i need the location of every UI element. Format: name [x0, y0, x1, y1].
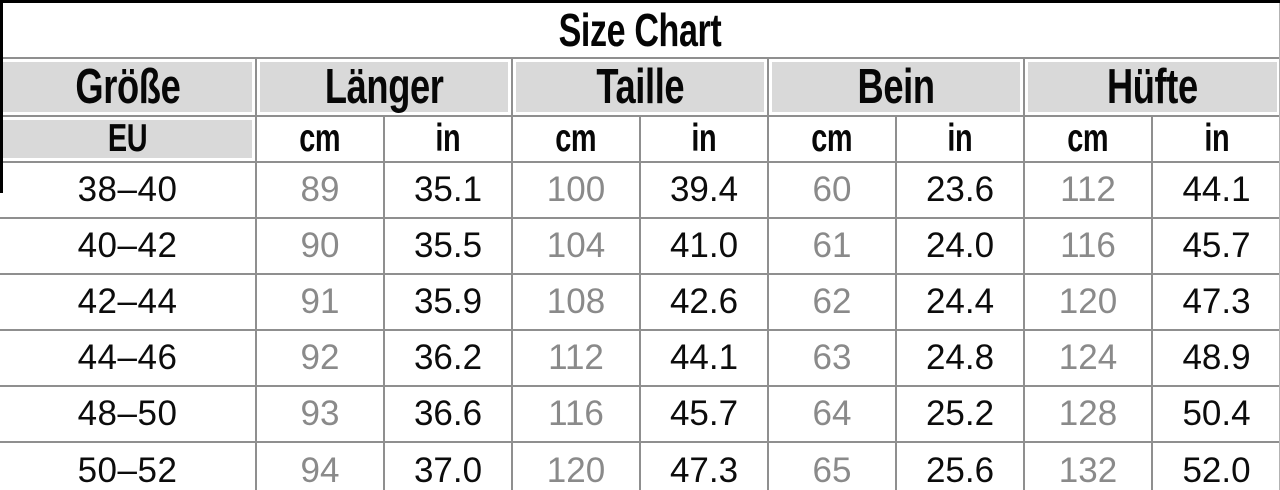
value-cell: 65: [767, 441, 897, 490]
title-cell: Size Chart: [0, 3, 1280, 59]
unit-header-cell: in: [1150, 115, 1280, 163]
size-range-cell: 44–46: [0, 329, 257, 387]
value-cell: 63: [767, 329, 897, 387]
size-chart-table: Size Chart Größe Länger Taille Bein Hüfte EU…: [0, 3, 1280, 490]
group-header-label: Länger: [324, 60, 444, 114]
group-header-cell: Länger: [255, 57, 513, 117]
table-row: 48–50 93 36.6 116 45.7 64 25.2 128 50.4: [0, 385, 1280, 443]
unit-header-row: EU cm in cm in cm in cm in: [0, 115, 1280, 163]
group-header-cell: Größe: [0, 57, 257, 117]
unit-header-label: cm: [555, 117, 597, 160]
value-cell: 94: [255, 441, 385, 490]
unit-header-cell: cm: [767, 115, 897, 163]
group-header-label: Taille: [596, 60, 684, 114]
value-cell: 64: [767, 385, 897, 443]
value-cell: 93: [255, 385, 385, 443]
unit-header-label: cm: [299, 117, 341, 160]
unit-header-label: EU: [107, 117, 148, 160]
unit-header-label: in: [435, 117, 461, 160]
size-range-cell: 42–44: [0, 273, 257, 331]
value-cell: 116: [511, 385, 641, 443]
value-cell: 24.4: [895, 273, 1025, 331]
unit-header-label: in: [947, 117, 973, 160]
value-cell: 23.6: [895, 161, 1025, 219]
value-cell: 42.6: [639, 273, 769, 331]
unit-header-label: cm: [811, 117, 853, 160]
value-cell: 112: [1023, 161, 1153, 219]
unit-header-cell: EU: [0, 115, 257, 163]
unit-header-cell: in: [895, 115, 1025, 163]
value-cell: 89: [255, 161, 385, 219]
value-cell: 25.2: [895, 385, 1025, 443]
unit-header-cell: in: [639, 115, 769, 163]
unit-header-cell: cm: [1023, 115, 1153, 163]
unit-header-cell: cm: [511, 115, 641, 163]
value-cell: 44.1: [1150, 161, 1280, 219]
page-title: Size Chart: [558, 4, 722, 56]
value-cell: 35.5: [383, 217, 513, 275]
value-cell: 91: [255, 273, 385, 331]
table-row: 40–42 90 35.5 104 41.0 61 24.0 116 45.7: [0, 217, 1280, 275]
size-range-cell: 40–42: [0, 217, 257, 275]
value-cell: 36.2: [383, 329, 513, 387]
value-cell: 116: [1023, 217, 1153, 275]
size-range-cell: 50–52: [0, 441, 257, 490]
value-cell: 35.9: [383, 273, 513, 331]
value-cell: 45.7: [639, 385, 769, 443]
size-range-cell: 38–40: [0, 161, 257, 219]
group-header-label: Hüfte: [1107, 60, 1198, 114]
value-cell: 112: [511, 329, 641, 387]
value-cell: 24.0: [895, 217, 1025, 275]
table-row: 38–40 89 35.1 100 39.4 60 23.6 112 44.1: [0, 161, 1280, 219]
value-cell: 128: [1023, 385, 1153, 443]
value-cell: 41.0: [639, 217, 769, 275]
unit-header-label: in: [691, 117, 717, 160]
value-cell: 36.6: [383, 385, 513, 443]
group-header-cell: Bein: [767, 57, 1025, 117]
value-cell: 44.1: [639, 329, 769, 387]
value-cell: 24.8: [895, 329, 1025, 387]
group-header-label: Größe: [75, 60, 180, 114]
value-cell: 52.0: [1150, 441, 1280, 490]
group-header-cell: Hüfte: [1022, 57, 1280, 117]
group-header-cell: Taille: [511, 57, 769, 117]
unit-header-label: cm: [1067, 117, 1109, 160]
value-cell: 45.7: [1150, 217, 1280, 275]
value-cell: 50.4: [1150, 385, 1280, 443]
table-row: 50–52 94 37.0 120 47.3 65 25.6 132 52.0: [0, 441, 1280, 490]
value-cell: 47.3: [1150, 273, 1280, 331]
value-cell: 90: [255, 217, 385, 275]
unit-header-cell: in: [383, 115, 513, 163]
table-row: 44–46 92 36.2 112 44.1 63 24.8 124 48.9: [0, 329, 1280, 387]
value-cell: 37.0: [383, 441, 513, 490]
unit-header-cell: cm: [255, 115, 385, 163]
size-range-cell: 48–50: [0, 385, 257, 443]
left-border-bar: [0, 3, 3, 193]
value-cell: 92: [255, 329, 385, 387]
value-cell: 104: [511, 217, 641, 275]
table-row: 42–44 91 35.9 108 42.6 62 24.4 120 47.3: [0, 273, 1280, 331]
value-cell: 132: [1023, 441, 1153, 490]
value-cell: 120: [1023, 273, 1153, 331]
value-cell: 108: [511, 273, 641, 331]
value-cell: 124: [1023, 329, 1153, 387]
value-cell: 35.1: [383, 161, 513, 219]
group-header-label: Bein: [857, 60, 935, 114]
value-cell: 62: [767, 273, 897, 331]
value-cell: 39.4: [639, 161, 769, 219]
title-row: Size Chart: [0, 3, 1280, 59]
group-header-row: Größe Länger Taille Bein Hüfte: [0, 57, 1280, 117]
value-cell: 100: [511, 161, 641, 219]
value-cell: 47.3: [639, 441, 769, 490]
value-cell: 48.9: [1150, 329, 1280, 387]
value-cell: 120: [511, 441, 641, 490]
value-cell: 60: [767, 161, 897, 219]
value-cell: 25.6: [895, 441, 1025, 490]
unit-header-label: in: [1204, 117, 1229, 160]
value-cell: 61: [767, 217, 897, 275]
table-body: 38–40 89 35.1 100 39.4 60 23.6 112 44.1 40–42 90 35…: [0, 161, 1280, 490]
